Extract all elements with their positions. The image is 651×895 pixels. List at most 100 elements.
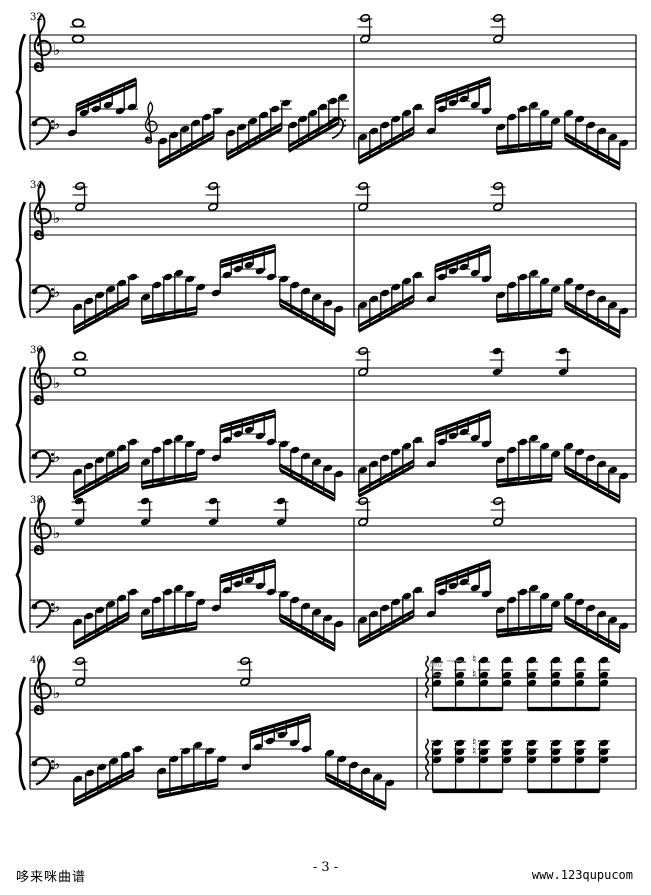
sixteenth-run bbox=[358, 436, 424, 498]
sixteenth-run bbox=[426, 409, 492, 468]
sixteenth-run bbox=[278, 440, 344, 502]
system-brace bbox=[15, 676, 27, 791]
flat-sign: ♭ bbox=[53, 524, 60, 542]
measure-number: 36 bbox=[30, 345, 43, 356]
system-m32: ♭ ♭ 32 bbox=[15, 12, 637, 171]
bass-clef-icon bbox=[31, 117, 54, 146]
measure-number: 34 bbox=[30, 180, 43, 191]
sixteenth-run bbox=[496, 269, 561, 323]
whole_octave bbox=[70, 18, 86, 44]
sixteenth-run bbox=[158, 107, 224, 169]
sixteenth-run bbox=[211, 558, 277, 612]
measure-number: 38 bbox=[30, 495, 43, 506]
sixteenth-run bbox=[564, 442, 629, 504]
flat-sign: ♭ bbox=[53, 209, 60, 227]
measure-number: 40 bbox=[30, 655, 43, 666]
natural-sign: ♮ bbox=[472, 667, 476, 681]
sixteenth-run bbox=[564, 109, 629, 171]
system-m34: ♭ ♭ 34 bbox=[15, 180, 637, 339]
sixteenth-run bbox=[73, 273, 139, 335]
half_octave bbox=[490, 496, 506, 527]
bass-clef-icon bbox=[31, 600, 54, 629]
sixteenth-run bbox=[564, 592, 629, 654]
half_octave bbox=[237, 656, 253, 687]
bass-clef-icon bbox=[328, 117, 347, 140]
sixteenth-run bbox=[141, 269, 206, 325]
footer-site-name: 哆来咪曲谱 bbox=[16, 870, 87, 885]
half_octave bbox=[72, 181, 88, 212]
sixteenth-run bbox=[358, 103, 424, 165]
sixteenth-run bbox=[288, 93, 349, 153]
half_octave bbox=[355, 496, 371, 527]
sixteenth-run bbox=[358, 586, 424, 648]
bass-clef-icon bbox=[31, 757, 54, 786]
arpeggio-squiggle bbox=[425, 655, 429, 699]
bass-clef-icon bbox=[31, 450, 54, 479]
treble-clef-icon bbox=[33, 656, 52, 716]
treble-clef-icon bbox=[33, 13, 52, 73]
quarter_octave bbox=[555, 347, 571, 376]
half_octave bbox=[490, 181, 506, 212]
system-m40: ♭♭40 ♮♮♮♮8va bbox=[15, 652, 637, 811]
flat-sign: ♭ bbox=[53, 115, 60, 133]
treble-clef-icon bbox=[33, 496, 52, 556]
sixteenth-run bbox=[496, 434, 561, 488]
natural-sign: ♮ bbox=[472, 744, 476, 758]
sixteenth-run bbox=[226, 99, 292, 161]
sixteenth-run bbox=[496, 584, 561, 638]
sixteenth-run bbox=[496, 101, 561, 155]
quarter_octave bbox=[205, 497, 221, 526]
sixteenth-run bbox=[73, 588, 139, 650]
natural-sign: ♮ bbox=[472, 652, 476, 666]
flat-sign: ♭ bbox=[53, 448, 60, 466]
bass-clef-icon bbox=[31, 285, 54, 314]
sixteenth-run bbox=[73, 745, 144, 807]
half_octave bbox=[355, 181, 371, 212]
sixteenth-run bbox=[241, 712, 312, 771]
page-number: - 3 - bbox=[312, 860, 339, 875]
quarter_octave bbox=[489, 347, 505, 376]
sixteenth-run bbox=[73, 438, 139, 500]
sixteenth-run bbox=[426, 244, 492, 303]
sixteenth-run bbox=[358, 271, 424, 333]
sixteenth-run bbox=[141, 434, 206, 490]
sixteenth-run bbox=[67, 77, 138, 137]
flat-sign: ♭ bbox=[53, 598, 60, 616]
treble-clef-icon bbox=[33, 346, 52, 406]
sixteenth-run bbox=[211, 408, 277, 462]
system-m38: ♭ ♭ 38 bbox=[15, 495, 637, 654]
treble-clef-icon bbox=[33, 181, 52, 241]
flat-sign: ♭ bbox=[53, 283, 60, 301]
half_octave bbox=[72, 656, 88, 687]
system-brace bbox=[15, 366, 27, 484]
sixteenth-run bbox=[211, 243, 277, 297]
whole_octave bbox=[72, 351, 88, 377]
sixteenth-run bbox=[564, 277, 629, 339]
system-brace bbox=[15, 201, 27, 319]
ottava-8va-marking: 8va bbox=[429, 659, 442, 669]
half_octave bbox=[355, 346, 371, 377]
half_octave bbox=[357, 13, 373, 44]
half_octave bbox=[490, 13, 506, 44]
footer-site-url[interactable]: www.123qupucom bbox=[531, 868, 633, 882]
system-m36: ♭ ♭ 36 bbox=[15, 345, 637, 504]
half_octave bbox=[205, 181, 221, 212]
system-brace bbox=[15, 516, 27, 634]
flat-sign: ♭ bbox=[53, 684, 60, 702]
sixteenth-run bbox=[426, 76, 492, 135]
measure-number: 32 bbox=[30, 12, 43, 23]
quarter_octave bbox=[71, 497, 87, 526]
sixteenth-run bbox=[325, 749, 395, 811]
chord-tremolo-section: ♮♮♮♮8va bbox=[425, 652, 610, 794]
sixteenth-run bbox=[278, 590, 344, 652]
arpeggio-squiggle bbox=[425, 738, 429, 782]
flat-sign: ♭ bbox=[53, 374, 60, 392]
quarter_octave bbox=[137, 497, 153, 526]
flat-sign: ♭ bbox=[53, 755, 60, 773]
sixteenth-run bbox=[278, 275, 344, 337]
system-brace bbox=[15, 33, 27, 151]
sixteenth-run bbox=[426, 559, 492, 618]
sixteenth-run bbox=[141, 584, 206, 640]
